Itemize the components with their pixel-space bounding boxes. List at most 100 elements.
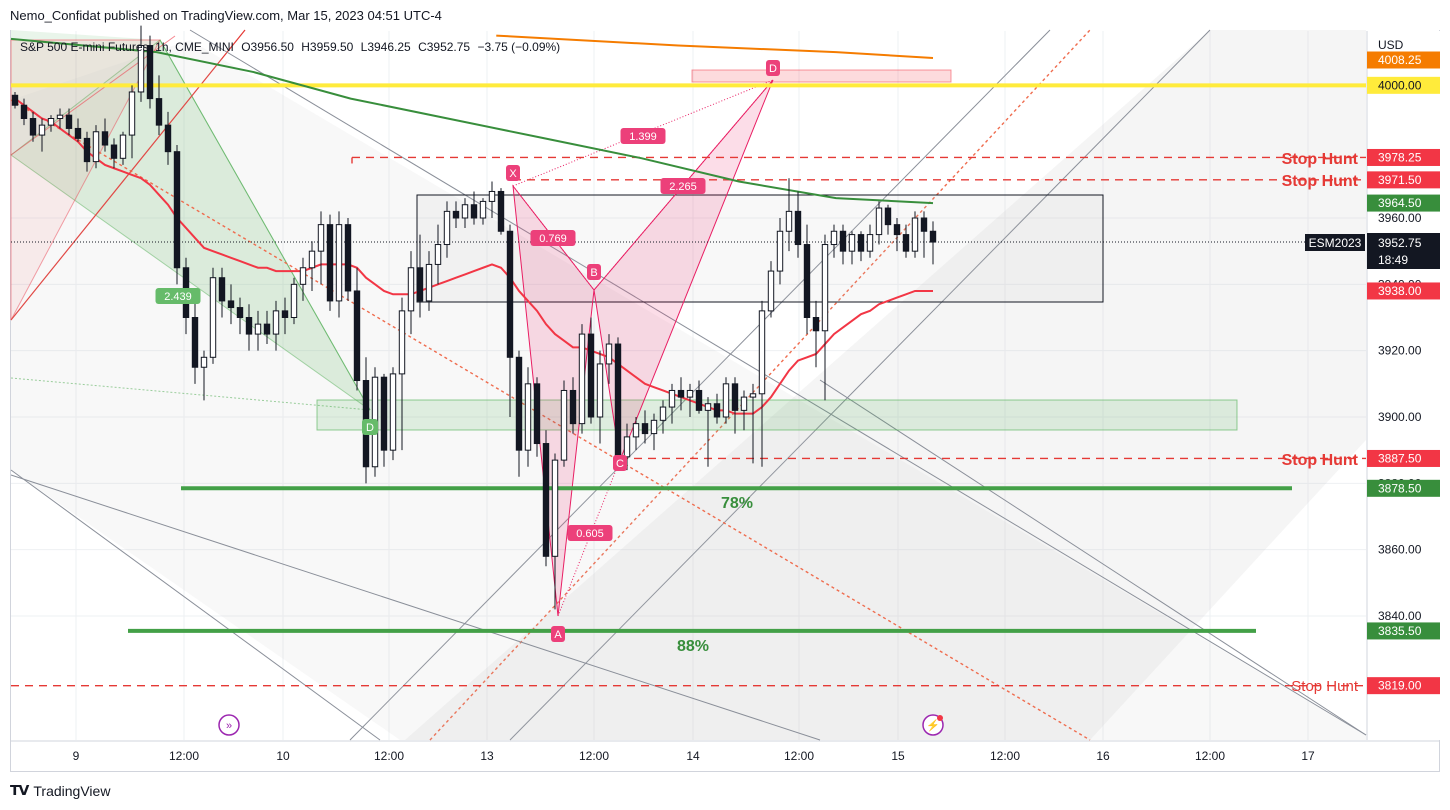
candle (344, 218, 352, 301)
ohlc-legend: S&P 500 E-mini Futures, 1h, CME_MINI O39… (20, 40, 564, 54)
candle-body (20, 104, 28, 119)
candle-body (677, 389, 685, 398)
price-label-bg (1367, 479, 1440, 497)
range-box (416, 194, 1104, 303)
candle (209, 267, 217, 364)
price-axis[interactable]: USD3960.003940.003920.003900.003880.0038… (1305, 31, 1440, 740)
candle-body (722, 383, 730, 418)
price-label-bg (1367, 449, 1440, 467)
candle-body (290, 283, 298, 319)
candle-body (308, 250, 316, 269)
price-label: 3887.50 (1378, 451, 1422, 465)
candle (893, 218, 901, 252)
ratio-0605-bg (567, 525, 613, 541)
price-label: 3819.00 (1378, 679, 1422, 693)
candle (803, 224, 811, 335)
candle (596, 350, 604, 444)
left-red-line (10, 29, 246, 321)
candle-body (911, 217, 919, 252)
candle-body (200, 356, 208, 368)
event-dividend-icon (218, 714, 240, 736)
candle-body (515, 356, 523, 451)
grid (11, 31, 1366, 740)
ratio-1399-bg (620, 128, 666, 144)
candle (632, 417, 640, 451)
candle (605, 334, 613, 384)
time-axis[interactable]: 9 12:00 10 12:00 13 12:00 14 12:00 15 12:00 16 12:0… (11, 740, 1440, 763)
candle-body (272, 310, 280, 335)
drawings[interactable] (10, 29, 1367, 741)
candle (407, 251, 415, 335)
moving-averages (10, 34, 934, 415)
price-label-bg (1367, 622, 1440, 640)
candle-body (353, 290, 361, 382)
candle-body (470, 204, 478, 219)
candle (146, 35, 154, 109)
candle (470, 191, 478, 225)
candle (128, 85, 136, 159)
candle-body (596, 363, 604, 418)
candle-body (587, 333, 595, 418)
candle (389, 367, 397, 461)
candle (830, 224, 838, 258)
candle (749, 383, 757, 464)
price-tick: 3960.00 (1378, 211, 1422, 225)
candle-body (164, 124, 172, 153)
candle-body (713, 403, 721, 418)
candle-body (110, 144, 118, 159)
candle (92, 125, 100, 169)
candle-body (74, 127, 82, 139)
candle (20, 98, 28, 126)
time-tick: 16 (1096, 749, 1110, 763)
candle-body (605, 343, 613, 365)
candle-body (749, 393, 757, 398)
candle-body (776, 230, 784, 272)
candle-body (326, 224, 334, 302)
candle (137, 25, 145, 102)
candle (461, 198, 469, 228)
candle (839, 224, 847, 265)
candle (515, 350, 523, 477)
candle-body (929, 230, 937, 243)
harmonic-ac (557, 459, 621, 617)
right-falling-line (819, 379, 1367, 736)
candle-body (146, 45, 154, 100)
open-value: O3956.50 (241, 40, 294, 54)
candle-body (650, 419, 658, 435)
candle (425, 251, 433, 311)
current-price-bg (1367, 233, 1440, 269)
candle (290, 277, 298, 325)
candle (281, 297, 289, 335)
candle-body (245, 317, 253, 335)
footer[interactable]: 𝗧𝗩 TradingView (10, 782, 110, 799)
candle-body (497, 190, 505, 232)
candle (335, 211, 343, 318)
candle-body (119, 134, 127, 159)
candle-body (29, 117, 37, 136)
demand-zone (316, 399, 1238, 431)
candle (578, 324, 586, 434)
candle-body (902, 234, 910, 252)
close-value: C3952.75 (418, 40, 471, 54)
candle-body (614, 343, 622, 458)
candle-body (848, 234, 856, 252)
price-label: 4000.00 (1378, 78, 1422, 92)
candle (740, 390, 748, 431)
candle-body (155, 98, 163, 126)
price-tick: 3900.00 (1378, 410, 1422, 424)
candle (812, 300, 820, 368)
candle (308, 241, 316, 291)
symbol-name[interactable]: S&P 500 E-mini Futures, 1h, CME_MINI (20, 40, 234, 54)
candle (929, 221, 937, 265)
candle-body (920, 217, 928, 232)
candle-body (686, 389, 694, 398)
candle (650, 413, 658, 451)
channel-upper-line (349, 29, 1051, 741)
price-tick: 3840.00 (1378, 609, 1422, 623)
candle-body (866, 234, 874, 252)
candle-body (884, 207, 892, 226)
left-pattern-dotted (10, 377, 371, 411)
stop-hunt-label-4: Stop Hunt (1291, 678, 1359, 695)
symbol-tag: ESM2023 (1309, 236, 1362, 250)
